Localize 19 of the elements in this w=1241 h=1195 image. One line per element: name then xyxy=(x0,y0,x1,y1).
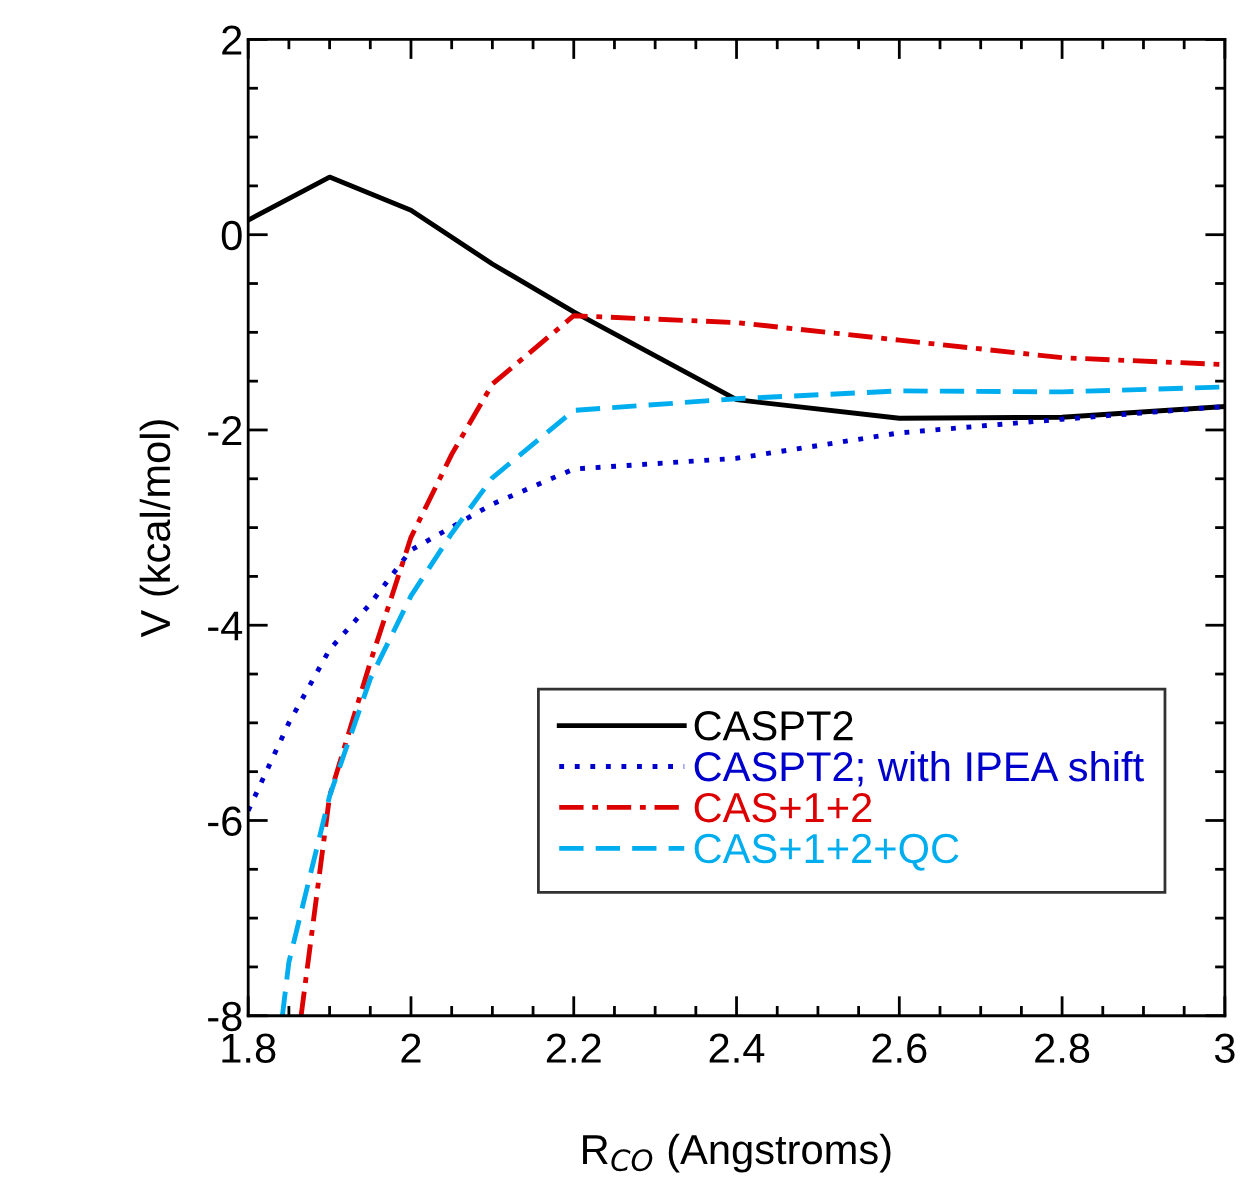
legend-label: CAS+1+2 xyxy=(694,792,872,823)
y-axis-title: V (kcal/mol) xyxy=(139,420,179,638)
x-tick-label: 3 xyxy=(1214,1033,1235,1064)
legend-label: CASPT2; with IPEA shift xyxy=(694,750,1144,787)
x-tick-label: 2.2 xyxy=(546,1033,601,1063)
y-tick-label: -6 xyxy=(208,806,242,836)
y-tick-label: -2 xyxy=(208,415,242,446)
x-tick-label: 2.8 xyxy=(1035,1033,1090,1064)
x-tick-label: 2.4 xyxy=(709,1033,765,1063)
legend-label: CAS+1+2+QC xyxy=(694,833,959,871)
y-tick-label: -8 xyxy=(208,1001,242,1032)
x-axis-title: R$_{CO}$ (Angstroms) xyxy=(583,1133,891,1173)
x-tick-label: 2.6 xyxy=(872,1033,927,1064)
y-tick-label: 2 xyxy=(222,25,242,55)
x-tick-label: 1.8 xyxy=(222,1033,276,1064)
legend-label: CASPT2 xyxy=(694,711,853,741)
x-tick-label: 2 xyxy=(401,1033,421,1063)
y-tick-label: -4 xyxy=(208,611,243,641)
y-tick-label: 0 xyxy=(221,220,242,251)
